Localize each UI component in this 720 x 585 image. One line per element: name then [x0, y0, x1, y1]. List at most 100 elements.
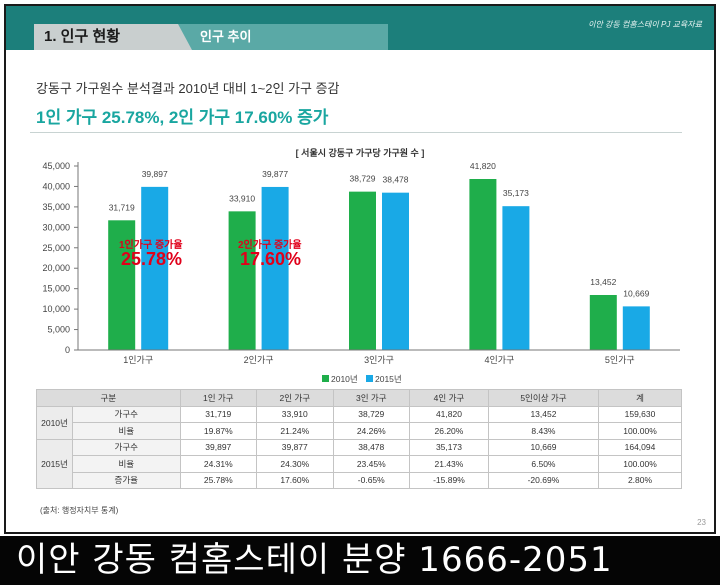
annotation-value-1: 25.78%: [121, 249, 183, 269]
table-cell: -0.65%: [332, 471, 411, 489]
row-label: 증가율: [72, 471, 181, 489]
divider: [30, 132, 682, 133]
y-tick-label: 35,000: [42, 202, 70, 212]
legend-label: 2010년: [331, 374, 358, 384]
table-cell: 100.00%: [598, 455, 682, 473]
slide-subtitle: 강동구 가구원수 분석결과 2010년 대비 1~2인 가구 증감: [36, 81, 340, 96]
y-tick-label: 5,000: [47, 325, 70, 335]
promo-banner: 이안 강동 컴홈스테이 분양 1666-2051: [0, 536, 720, 585]
table-header-cell: 2인 가구: [256, 389, 334, 407]
table-row: 2015년 가구수 39,897 39,877 38,478 35,173 10…: [36, 438, 682, 489]
bar: [141, 186, 169, 350]
y-tick-label: 0: [65, 345, 70, 355]
bar: [228, 211, 256, 350]
annotation-value-2: 17.60%: [240, 249, 302, 269]
table-cell: 100.00%: [598, 422, 682, 440]
bar-chart: [ 서울시 강동구 가구당 가구원 수 ] 0 5,000 10,000 15,000…: [42, 147, 680, 384]
table-cell: 21.43%: [409, 455, 489, 473]
row-label: 가구수: [72, 405, 181, 423]
table-cell: 10,669: [487, 438, 600, 456]
data-label: 39,877: [262, 169, 288, 179]
table-cell: 2.80%: [598, 471, 682, 489]
table-cell: 164,094: [598, 438, 682, 456]
section-tab: 1. 인구 현황: [34, 24, 194, 50]
sub-tab: 인구 추이: [178, 24, 388, 50]
bar-series: 31,719 39,897 33,910 39,877 38,729 38,478 41,8…: [108, 161, 650, 350]
chart-legend: 2010년 2015년: [322, 374, 402, 384]
page-number: 23: [697, 518, 706, 527]
table-cell: 38,478: [332, 438, 411, 456]
x-tick-label: 1인가구: [123, 355, 153, 365]
data-label: 33,910: [229, 193, 255, 203]
table-cell: 19.87%: [179, 422, 258, 440]
table-cell: 24.30%: [256, 455, 334, 473]
data-label: 39,897: [142, 169, 168, 179]
data-label: 13,452: [590, 277, 616, 287]
bar: [108, 220, 136, 350]
row-label: 가구수: [72, 438, 181, 456]
table-cell: 17.60%: [256, 471, 334, 489]
y-tick-label: 15,000: [42, 284, 70, 294]
table-cell: 41,820: [409, 405, 489, 423]
table-row: 2010년 가구수 31,719 33,910 38,729 41,820 13…: [36, 405, 682, 440]
year-cell: 2015년: [36, 438, 73, 489]
table-cell: 23.45%: [332, 455, 411, 473]
top-note: 이안 강동 컴홈스테이 PJ 교육자료: [588, 20, 702, 29]
bar: [589, 294, 617, 350]
table-cell: 35,173: [409, 438, 489, 456]
table-header-cell: 구분: [36, 389, 181, 407]
annotation-label-1: 1인가구 증가율: [119, 240, 183, 251]
table-header-cell: 3인 가구: [332, 389, 411, 407]
year-cell: 2010년: [36, 405, 73, 440]
table-row: 증가율 25.78% 17.60% -0.65% -15.89% -20.69%…: [37, 471, 682, 489]
table-cell: 39,897: [179, 438, 258, 456]
row-label: 비율: [72, 455, 181, 473]
table-cell: 8.43%: [487, 422, 600, 440]
table-header-cell: 1인 가구: [179, 389, 258, 407]
table-cell: 25.78%: [179, 471, 258, 489]
table-cell: 6.50%: [487, 455, 600, 473]
table-cell: -20.69%: [487, 471, 600, 489]
bar: [349, 191, 376, 350]
table-cell: -15.89%: [409, 471, 489, 489]
table-cell: 24.31%: [179, 455, 258, 473]
data-label: 10,669: [623, 288, 649, 298]
y-tick-label: 30,000: [42, 222, 70, 232]
table-cell: 31,719: [179, 405, 258, 423]
table-row: 비율 24.31% 24.30% 23.45% 21.43% 6.50% 100…: [37, 455, 682, 473]
data-label: 38,478: [383, 175, 409, 185]
slide-headline: 1인 가구 25.78%, 2인 가구 17.60% 증가: [36, 108, 329, 127]
table-header-cell: 4인 가구: [409, 389, 489, 407]
table-cell: 13,452: [487, 405, 600, 423]
data-label: 35,173: [503, 188, 529, 198]
data-label: 41,820: [470, 161, 496, 171]
table-source: (출처: 행정자치부 통계): [40, 506, 119, 515]
table-cell: 26.20%: [409, 422, 489, 440]
row-label: 비율: [72, 422, 181, 440]
x-tick-label: 3인가구: [364, 355, 394, 365]
x-tick-label: 5인가구: [605, 355, 635, 365]
legend-swatch: [366, 375, 373, 382]
bar: [622, 306, 650, 350]
x-tick-label: 2인가구: [244, 355, 274, 365]
y-tick-label: 25,000: [42, 243, 70, 253]
y-tick-label: 10,000: [42, 304, 70, 314]
data-table: 구분 1인 가구 2인 가구 3인 가구 4인 가구 5인이상 가구 계 201…: [36, 389, 682, 489]
table-cell: 38,729: [332, 405, 411, 423]
table-cell: 33,910: [256, 405, 334, 423]
annotation-label-2: 2인가구 증가율: [238, 240, 302, 251]
table-cell: 24.26%: [332, 422, 411, 440]
bar: [382, 192, 409, 350]
table-cell: 39,877: [256, 438, 334, 456]
y-tick-label: 20,000: [42, 263, 70, 273]
table-header-row: 구분 1인 가구 2인 가구 3인 가구 4인 가구 5인이상 가구 계: [36, 389, 682, 407]
bar: [502, 206, 530, 350]
table-row: 비율 19.87% 21.24% 24.26% 26.20% 8.43% 100…: [37, 422, 682, 440]
data-label: 38,729: [350, 174, 376, 184]
y-tick-label: 40,000: [42, 181, 70, 191]
x-axis: 1인가구 2인가구 3인가구 4인가구 5인가구: [78, 349, 680, 365]
bar: [469, 179, 497, 350]
x-tick-label: 4인가구: [484, 355, 514, 365]
header-band: 1. 인구 현황 인구 추이 이안 강동 컴홈스테이 PJ 교육자료: [6, 6, 714, 50]
chart-title: [ 서울시 강동구 가구당 가구원 수 ]: [296, 147, 425, 158]
